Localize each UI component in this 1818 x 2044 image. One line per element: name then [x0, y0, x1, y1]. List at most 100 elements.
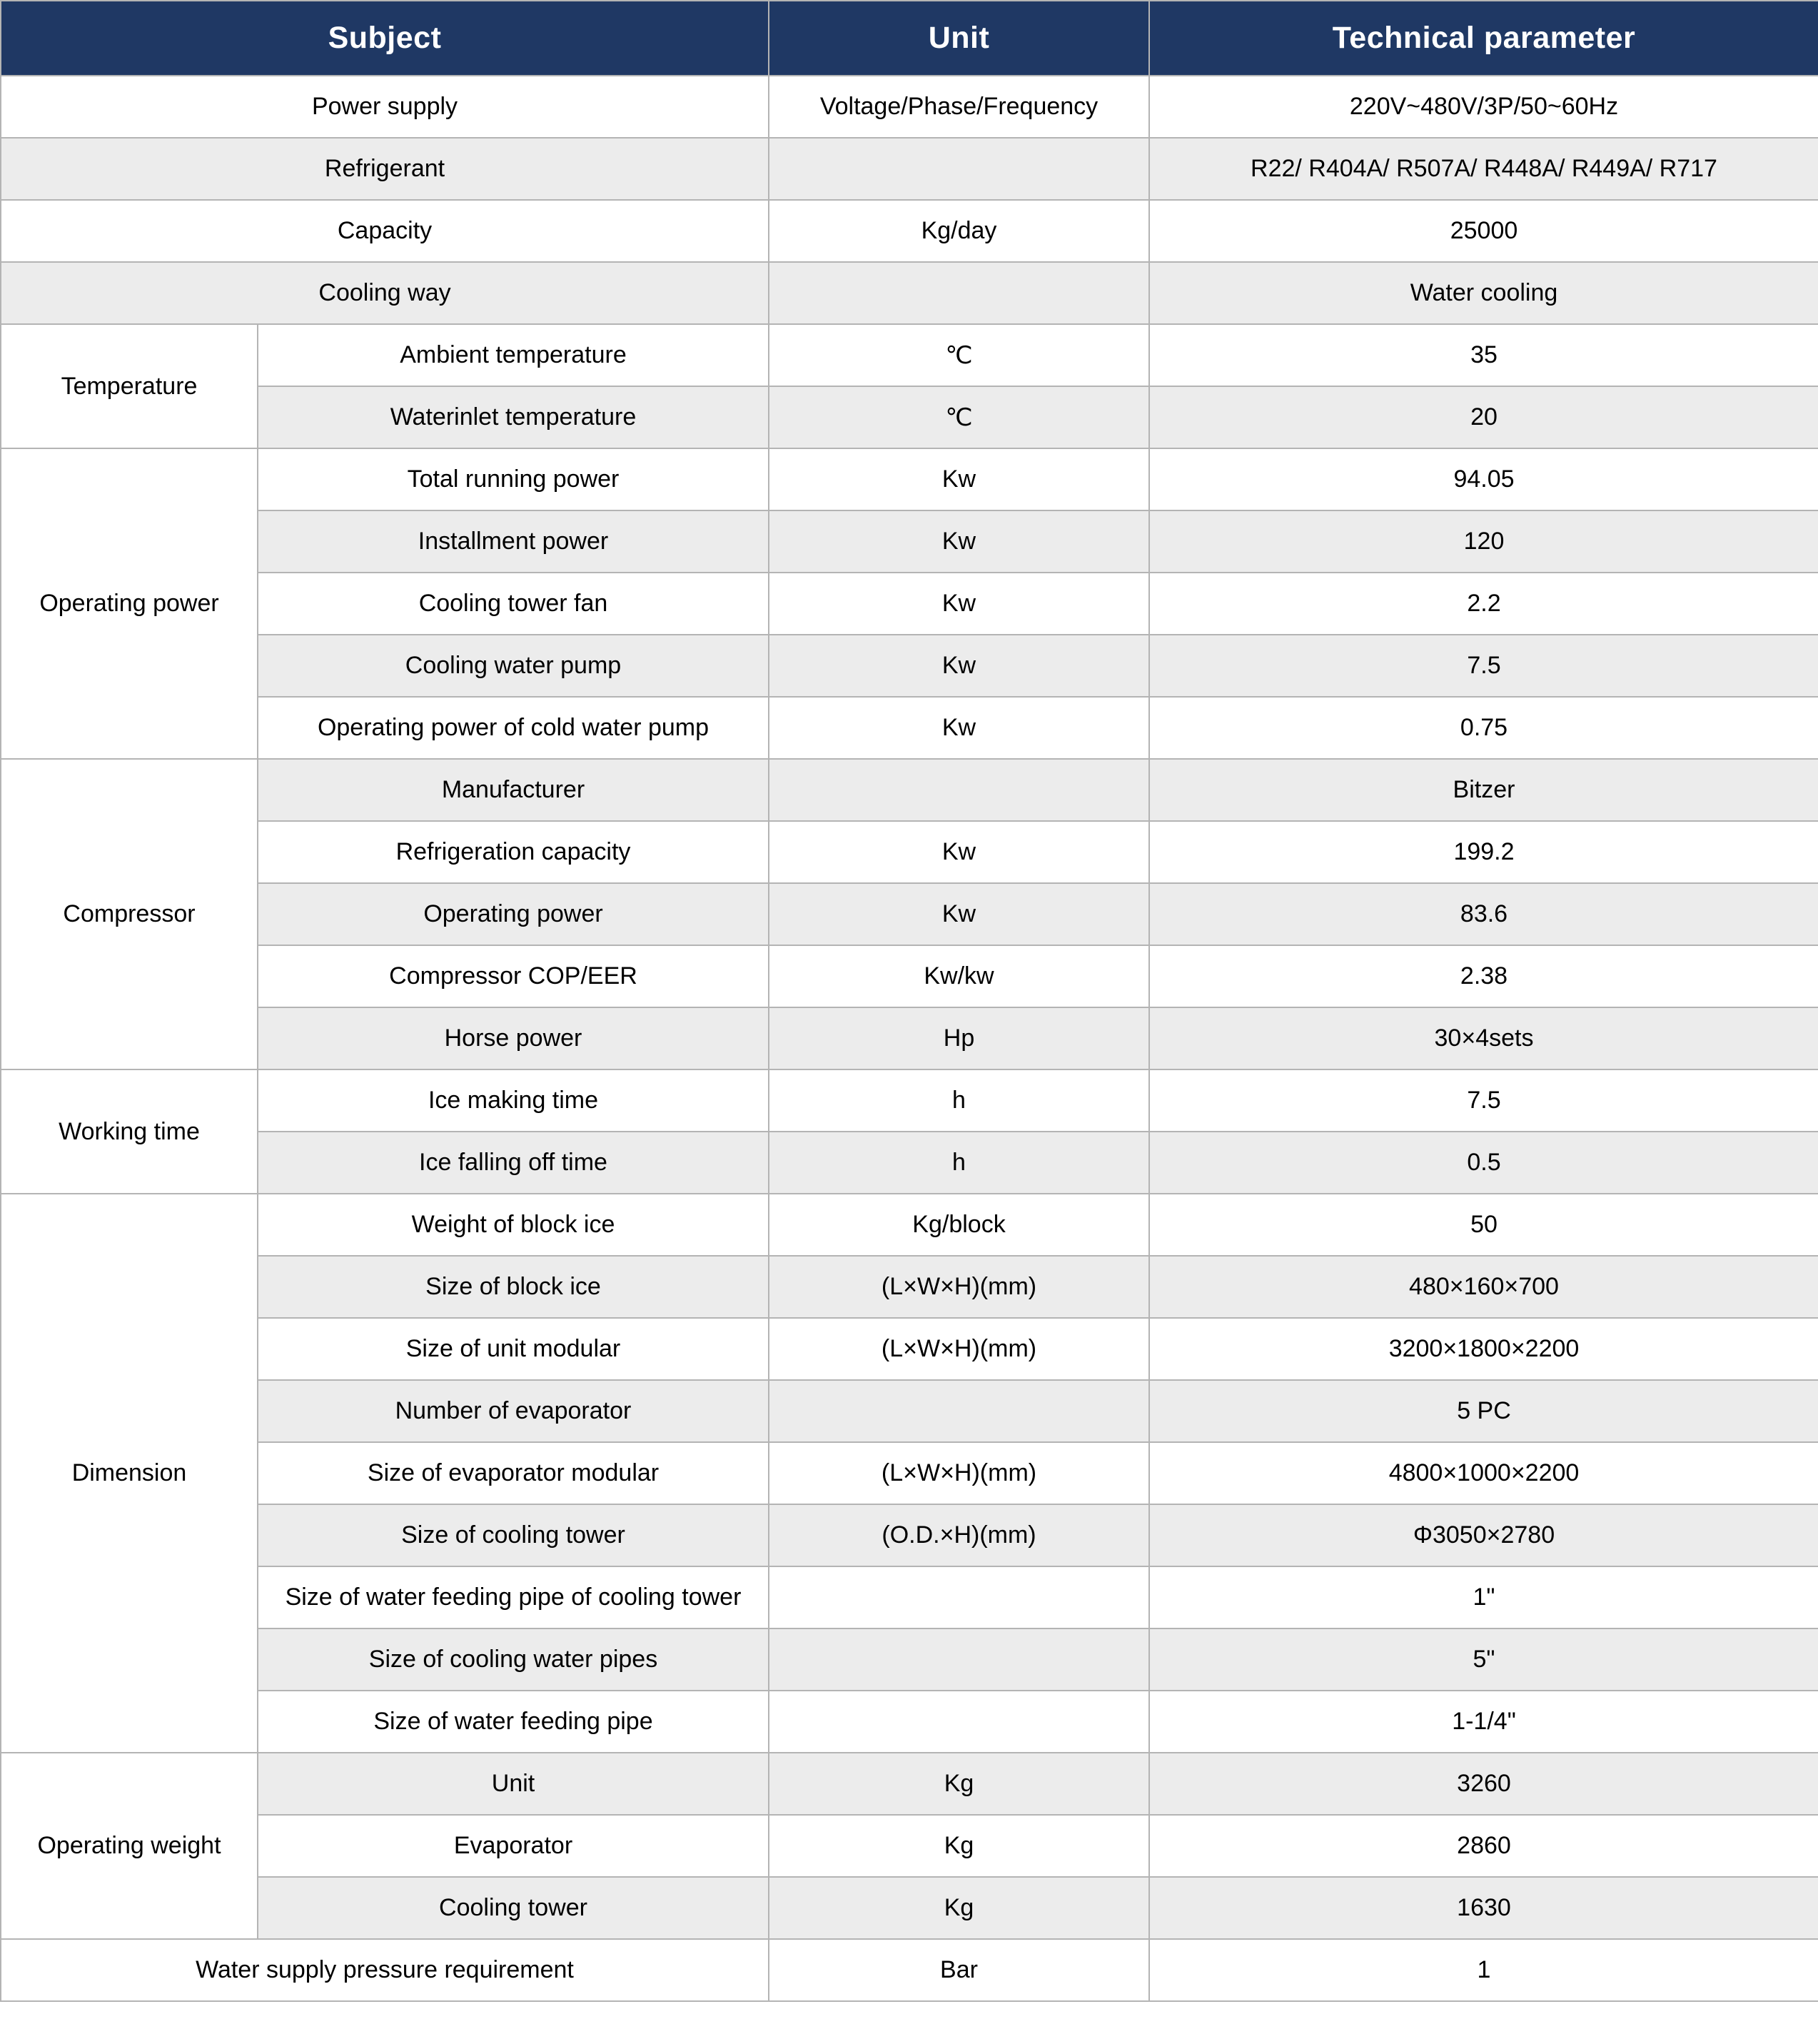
unit-cell	[768, 1690, 1150, 1753]
table-row-total-running-power: Operating power Total running power Kw 94.0…	[0, 448, 1818, 760]
value-cell: 480×160×700	[1148, 1255, 1818, 1319]
value-cell: 1	[1148, 1938, 1818, 2002]
table-row-size-of-evaporator-modular: Size of evaporator modular (L×W×H)(mm) 480…	[1, 1441, 1818, 1505]
label-cell: Weight of block ice	[257, 1193, 769, 1257]
value-cell: 2.2	[1148, 572, 1818, 635]
group-cell-operating-weight: Operating weight	[0, 1752, 258, 1940]
label-cell: Size of evaporator modular	[257, 1441, 769, 1505]
subject-cell-water-supply-pressure-requirement: Water supply pressure requirement	[0, 1938, 769, 2002]
value-cell: 220V~480V/3P/50~60Hz	[1148, 75, 1818, 139]
label-cell: Ice falling off time	[257, 1131, 769, 1194]
group-cell-compressor: Compressor	[0, 758, 258, 1070]
header-row: Subject Unit Technical parameter	[0, 0, 1818, 76]
table-row-cooling-way: Cooling way Water cooling	[0, 261, 1818, 325]
unit-cell: (L×W×H)(mm)	[768, 1441, 1150, 1505]
group-cell-operating-power: Operating power	[0, 448, 258, 760]
unit-cell: Kg	[768, 1876, 1150, 1940]
technical-parameter-table: Subject Unit Technical parameter Power s…	[0, 0, 1818, 2002]
value-cell: 7.5	[1148, 1069, 1818, 1132]
table-row-cooling-tower-fan: Cooling tower fan Kw 2.2	[1, 572, 1818, 635]
value-cell: 0.75	[1148, 696, 1818, 760]
value-cell: Φ3050×2780	[1148, 1504, 1818, 1567]
label-cell: Size of block ice	[257, 1255, 769, 1319]
label-cell: Size of cooling water pipes	[257, 1628, 769, 1691]
unit-cell: Kw	[768, 820, 1150, 884]
subject-cell-capacity: Capacity	[0, 199, 769, 263]
unit-cell	[768, 1566, 1150, 1629]
col-header-subject: Subject	[0, 0, 769, 76]
label-cell: Size of unit modular	[257, 1317, 769, 1381]
subject-cell-refrigerant: Refrigerant	[0, 137, 769, 201]
value-cell: 3260	[1148, 1752, 1818, 1816]
unit-cell	[768, 261, 1150, 325]
value-cell: 5 PC	[1148, 1379, 1818, 1443]
table-row-size-of-cooling-water-pipes: Size of cooling water pipes 5"	[1, 1628, 1818, 1691]
unit-cell: (L×W×H)(mm)	[768, 1255, 1150, 1319]
table-row-ambient-temperature: Temperature Ambient temperature ℃ 35	[0, 323, 1818, 449]
col-header-unit: Unit	[768, 0, 1150, 76]
table-row-evaporator: Evaporator Kg 2860	[1, 1814, 1818, 1878]
table-row-water-supply-pressure-requirement: Water supply pressure requirement Bar 1	[0, 1938, 1818, 2002]
value-cell: 0.5	[1148, 1131, 1818, 1194]
unit-cell: Kw	[768, 448, 1150, 511]
value-cell: 1"	[1148, 1566, 1818, 1629]
value-cell: 1630	[1148, 1876, 1818, 1940]
label-cell: Evaporator	[257, 1814, 769, 1878]
label-cell: Refrigeration capacity	[257, 820, 769, 884]
value-cell: 35	[1148, 323, 1818, 387]
unit-cell: (O.D.×H)(mm)	[768, 1504, 1150, 1567]
unit-cell: (L×W×H)(mm)	[768, 1317, 1150, 1381]
table-body: Power supply Voltage/Phase/Frequency 220V~…	[0, 75, 1818, 2002]
label-cell: Cooling tower fan	[257, 572, 769, 635]
unit-cell: Kw/kw	[768, 945, 1150, 1008]
table-row-operating-power: Operating power Kw 83.6	[1, 882, 1818, 946]
label-cell: Size of water feeding pipe of cooling to…	[257, 1566, 769, 1629]
unit-cell: Kg	[768, 1752, 1150, 1816]
unit-cell	[768, 758, 1150, 822]
label-cell: Manufacturer	[257, 758, 769, 822]
unit-cell: Bar	[768, 1938, 1150, 2002]
value-cell: 4800×1000×2200	[1148, 1441, 1818, 1505]
table-row-size-of-unit-modular: Size of unit modular (L×W×H)(mm) 3200×1800…	[1, 1317, 1818, 1381]
table-row-number-of-evaporator: Number of evaporator 5 PC	[1, 1379, 1818, 1443]
label-cell: Installment power	[257, 510, 769, 573]
value-cell: 2860	[1148, 1814, 1818, 1878]
label-cell: Size of water feeding pipe	[257, 1690, 769, 1753]
table-header: Subject Unit Technical parameter	[0, 0, 1818, 76]
table-row-refrigeration-capacity: Refrigeration capacity Kw 199.2	[1, 820, 1818, 884]
label-cell: Compressor COP/EER	[257, 945, 769, 1008]
label-cell: Cooling water pump	[257, 634, 769, 698]
value-cell: 25000	[1148, 199, 1818, 263]
unit-cell: Kw	[768, 510, 1150, 573]
value-cell: 2.38	[1148, 945, 1818, 1008]
unit-cell: Hp	[768, 1007, 1150, 1070]
value-cell: 5"	[1148, 1628, 1818, 1691]
value-cell: 50	[1148, 1193, 1818, 1257]
group-cell-working-time: Working time	[0, 1069, 258, 1194]
label-cell: Number of evaporator	[257, 1379, 769, 1443]
label-cell: Unit	[257, 1752, 769, 1816]
unit-cell: Kw	[768, 882, 1150, 946]
table-row-size-of-water-feeding-pipe: Size of water feeding pipe 1-1/4"	[1, 1690, 1818, 1753]
label-cell: Total running power	[257, 448, 769, 511]
value-cell: 94.05	[1148, 448, 1818, 511]
table-row-ice-making-time: Working time Ice making time h 7.5	[0, 1069, 1818, 1194]
unit-cell: Kw	[768, 634, 1150, 698]
label-cell: Ambient temperature	[257, 323, 769, 387]
unit-cell: h	[768, 1131, 1150, 1194]
unit-cell	[768, 137, 1150, 201]
value-cell: 7.5	[1148, 634, 1818, 698]
value-cell: 83.6	[1148, 882, 1818, 946]
value-cell: R22/ R404A/ R507A/ R448A/ R449A/ R717	[1148, 137, 1818, 201]
unit-cell: h	[768, 1069, 1150, 1132]
table-row-size-of-cooling-tower: Size of cooling tower (O.D.×H)(mm) Φ3050×2…	[1, 1504, 1818, 1567]
table-row-installment-power: Installment power Kw 120	[1, 510, 1818, 573]
table-row-waterinlet-temperature: Waterinlet temperature ℃ 20	[1, 386, 1818, 449]
label-cell: Operating power of cold water pump	[257, 696, 769, 760]
table-row-power-supply: Power supply Voltage/Phase/Frequency 220V~…	[0, 75, 1818, 139]
table-row-size-of-water-feeding-pipe-of-cooling-tower: Size of water feeding pipe of cooling to…	[1, 1566, 1818, 1629]
unit-cell: ℃	[768, 386, 1150, 449]
unit-cell: Voltage/Phase/Frequency	[768, 75, 1150, 139]
value-cell: 199.2	[1148, 820, 1818, 884]
table-row-weight-of-block-ice: Dimension Weight of block ice Kg/block 50	[0, 1193, 1818, 1753]
